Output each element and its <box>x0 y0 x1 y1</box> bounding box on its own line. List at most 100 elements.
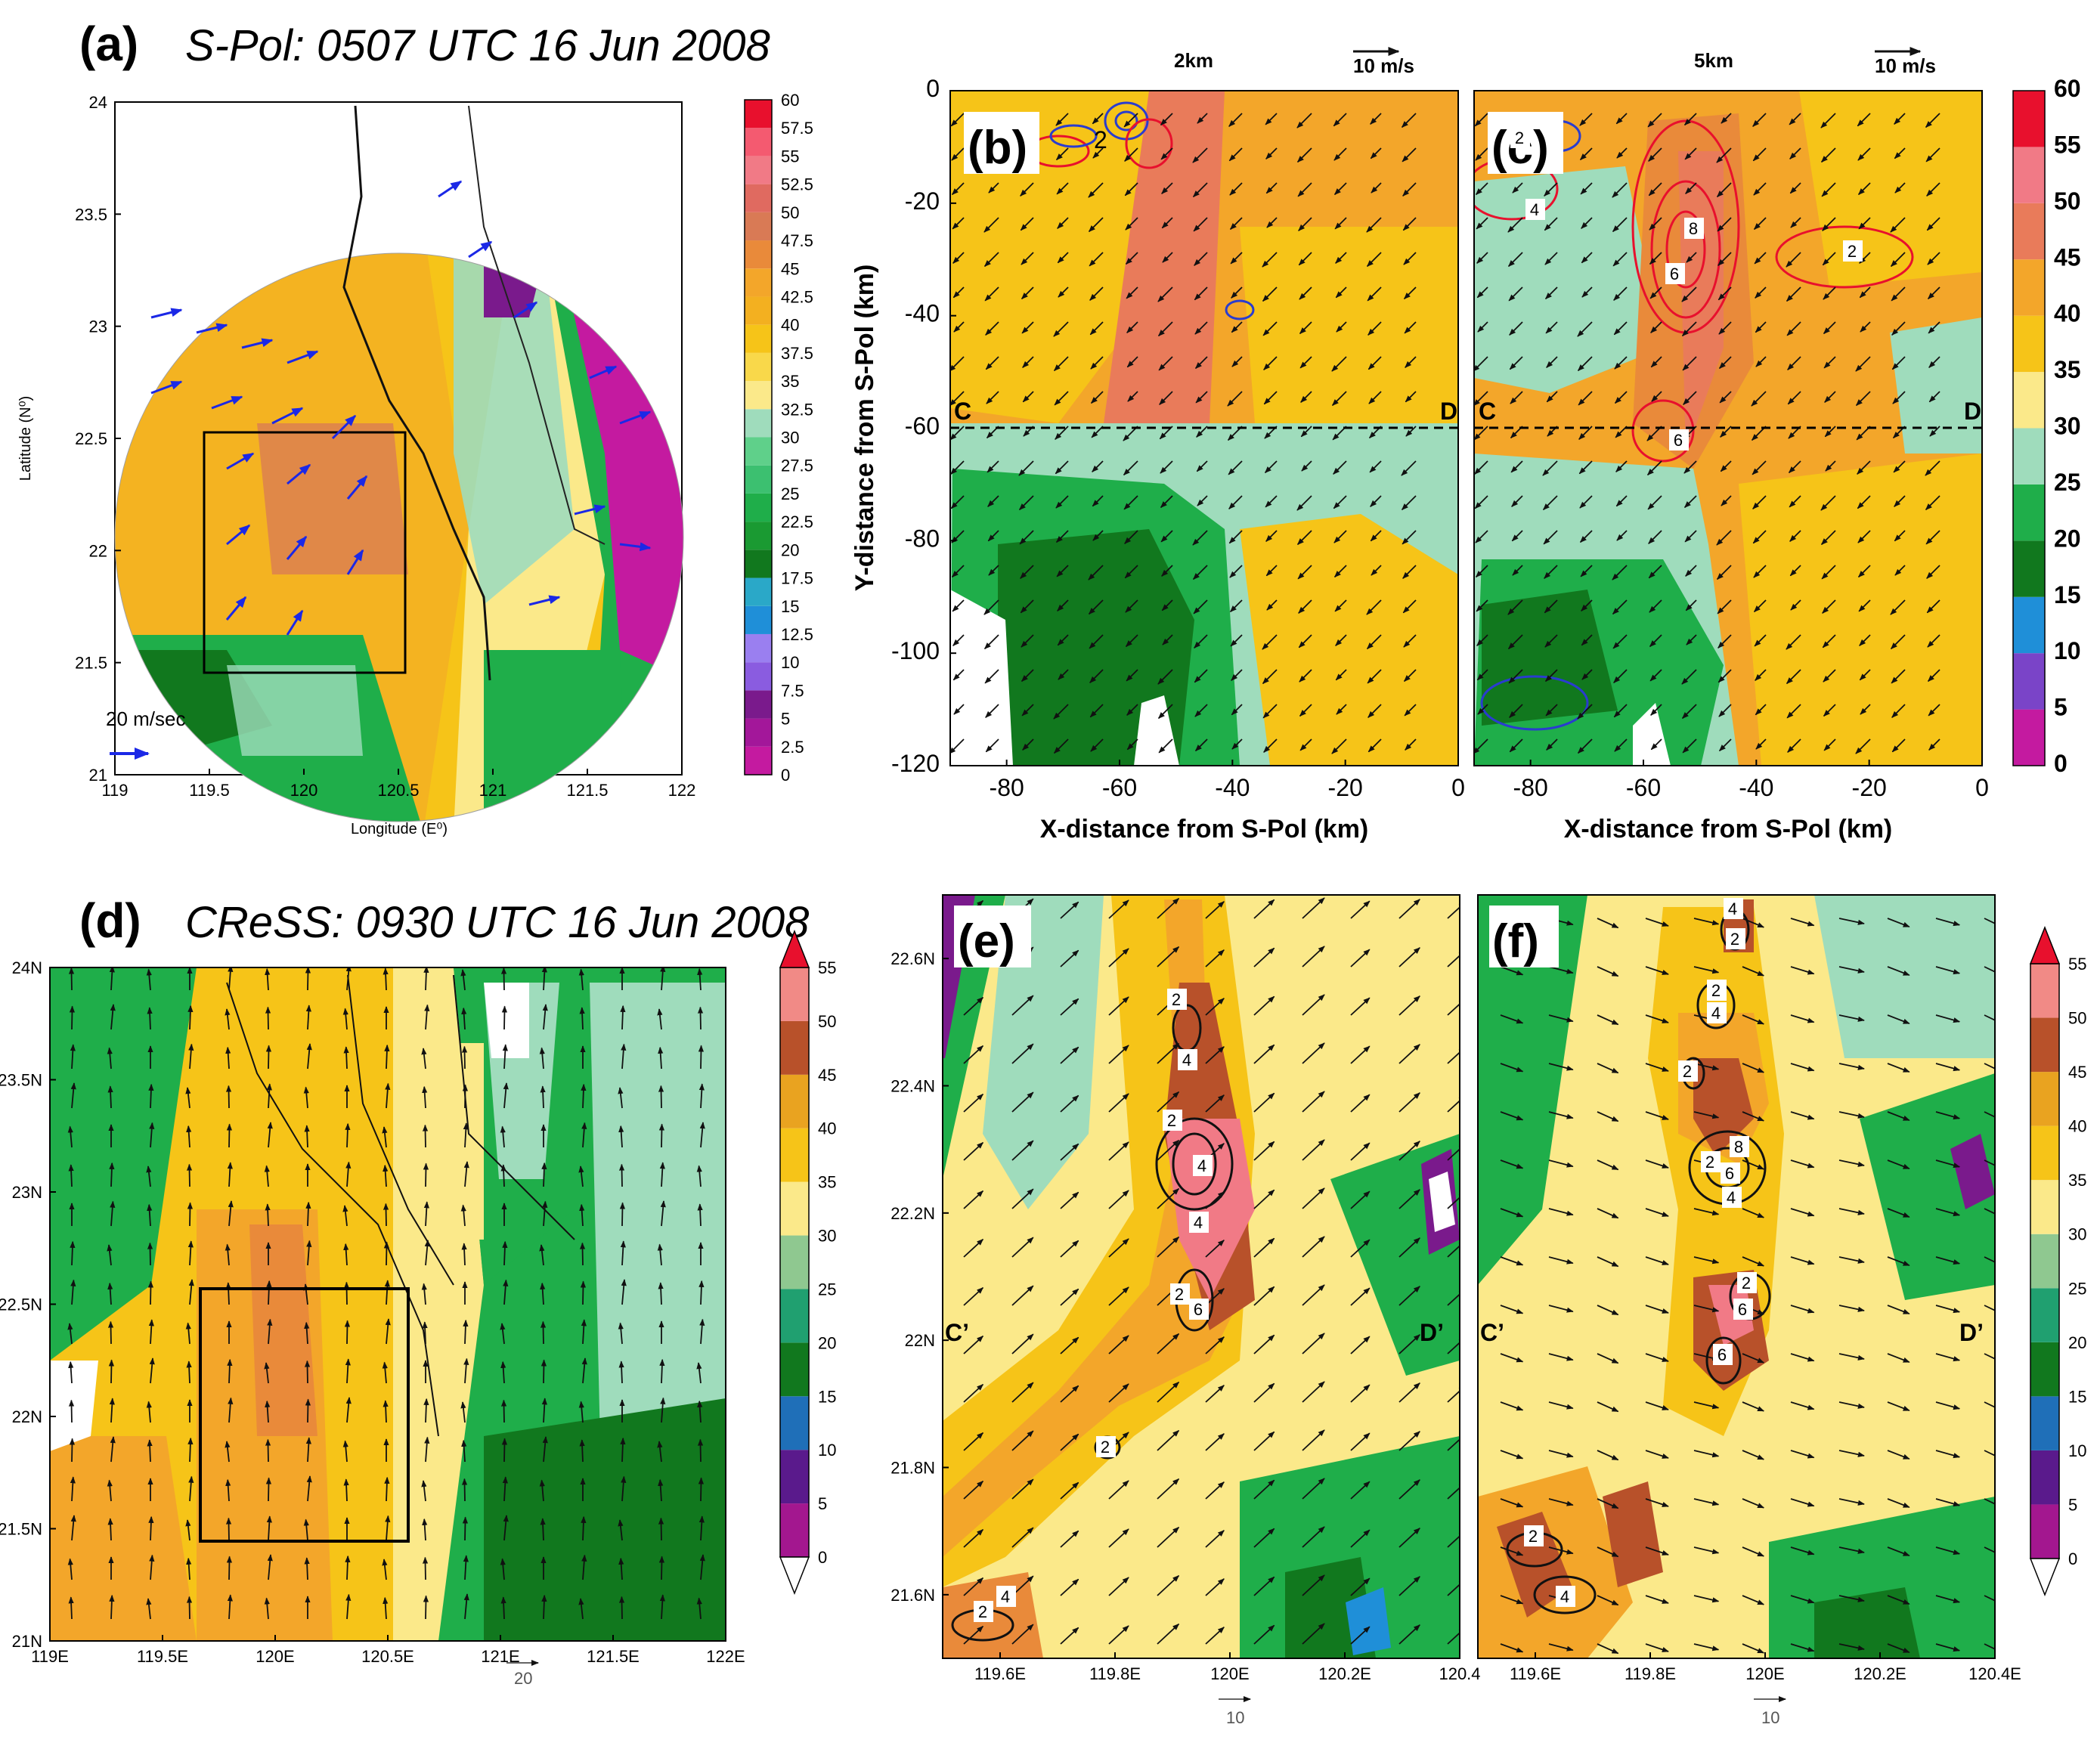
panel-c-wind-arrow <box>1717 599 1732 615</box>
panel-c-wind-arrow <box>1686 634 1697 645</box>
panel-b-wind-arrow <box>1403 669 1417 683</box>
panel-c-colorbar-swatch <box>2013 428 2045 484</box>
panel-e-section-start: C’ <box>945 1319 969 1346</box>
panel-b-wind-arrow <box>1019 530 1034 545</box>
panel-e-wind-arrow <box>1253 899 1275 919</box>
panel-d-wind-arrow <box>697 967 703 991</box>
panel-d-wind-arrow <box>659 1594 665 1620</box>
panel-f-x-tick-label: 120.4E <box>1968 1664 2021 1683</box>
panel-e-wind-arrow <box>963 1432 984 1451</box>
panel-d-wind-arrow <box>345 1161 352 1187</box>
panel-f-wind-arrow <box>1838 1498 1865 1506</box>
panel-e-wind-arrow <box>1253 947 1275 967</box>
panel-b-wind-arrow <box>1297 565 1312 580</box>
panel-e-wind-arrow <box>1157 1333 1180 1354</box>
panel-f-colorbar-label: 30 <box>2068 1225 2086 1244</box>
panel-e-wind-arrow <box>1108 996 1129 1016</box>
panel-d-wind-arrow <box>660 967 666 991</box>
panel-d-wind-arrow <box>618 1361 624 1384</box>
panel-c-wind-arrow <box>1787 391 1801 405</box>
panel-d-wind-arrow <box>618 1557 624 1580</box>
panel-c-wind-arrow <box>1857 460 1871 475</box>
panel-a-colorbar-swatch <box>745 409 772 438</box>
panel-a-colorbar-label: 35 <box>781 372 799 391</box>
panel-d-wind-arrow <box>225 1243 231 1266</box>
panel-c-wind-arrow <box>1475 182 1488 196</box>
panel-e-wind-arrow <box>1157 1091 1180 1113</box>
panel-d-wind-arrow <box>463 1122 469 1148</box>
panel-c-wind-arrow <box>1789 182 1801 194</box>
panel-c-wind-arrow <box>1788 460 1801 474</box>
panel-e-wind-arrow <box>1011 1527 1034 1548</box>
panel-f-wind-arrow <box>1887 1595 1910 1605</box>
panel-c-wind-arrow <box>1857 182 1871 196</box>
panel-e-wind-arrow <box>1011 1430 1034 1451</box>
panel-c-wind-arrow <box>1755 704 1767 716</box>
panel-e-wind-arrow <box>1398 1576 1420 1596</box>
panel-c-wind-arrow <box>1752 530 1767 544</box>
panel-b-wind-arrow <box>1333 460 1347 475</box>
panel-b-x-tick-label: -20 <box>1328 774 1363 801</box>
panel-d-wind-arrow <box>382 1126 388 1148</box>
panel-d-wind-arrow <box>146 1598 152 1620</box>
panel-d-wind-arrow <box>68 1361 74 1384</box>
panel-d-wind-arrow <box>345 1555 351 1580</box>
panel-c-wind-arrow <box>1612 182 1628 198</box>
panel-b-wind-arrow <box>983 634 999 650</box>
panel-c-wind-arrow <box>1754 634 1767 647</box>
panel-e-wind-arrow <box>1447 1337 1460 1354</box>
panel-c-wind-arrow <box>1476 217 1488 230</box>
panel-c-wind-arrow <box>1543 530 1558 545</box>
panel-c-contour-labels: 8 6 4 6 2 2 <box>1510 127 1863 450</box>
panel-f-wind-arrow <box>1548 1546 1574 1555</box>
panel-c-wind-arrow <box>1894 530 1906 542</box>
panel-b-wind-arrow <box>1161 217 1173 229</box>
panel-a-colorbar-swatch <box>745 549 772 578</box>
panel-a-colorbar-swatch <box>745 381 772 410</box>
panel-f-colorbar-label: 35 <box>2068 1171 2086 1190</box>
panel-c-wind-arrow <box>1475 530 1488 543</box>
panel-c-wind-arrow <box>1577 738 1593 754</box>
panel-b-wind-arrow <box>1091 426 1104 438</box>
panel-c-wind-arrow <box>1925 530 1940 545</box>
panel-d-wind-arrow <box>542 1436 548 1463</box>
panel-e-wind-arrow <box>1350 1190 1371 1209</box>
panel-d-wind-arrow <box>462 1084 469 1109</box>
panel-f-wind-arrow <box>1597 1498 1619 1509</box>
panel-c-wind-arrow <box>1823 286 1836 300</box>
panel-c-contour-label: 2 <box>1848 242 1857 261</box>
panel-c-colorbar-swatch <box>2013 147 2045 203</box>
panel-f-colorbar-label: 10 <box>2068 1441 2086 1460</box>
panel-c-wind-arrow <box>1681 286 1697 302</box>
panel-c-wind-arrow <box>1926 182 1940 197</box>
panel-b-wind-arrow <box>1194 704 1208 717</box>
panel-e-wind-arrow <box>1398 1189 1420 1209</box>
panel-c-wind-arrow <box>1613 321 1628 336</box>
panel-d-wind-arrow <box>305 1437 311 1463</box>
panel-c-wind-arrow <box>1650 321 1662 333</box>
panel-d-wind-arrow <box>186 1557 192 1580</box>
panel-b-wind-arrow <box>1262 252 1278 268</box>
panel-b-wind-arrow <box>1021 704 1034 717</box>
panel-a-colorbar-swatch <box>745 633 772 663</box>
panel-c-wind-arrow <box>1753 182 1767 196</box>
panel-f-contour-label: 2 <box>1742 1274 1751 1292</box>
panel-c-wind-arrow <box>1891 321 1906 336</box>
panel-b-wind-arrow <box>1370 495 1382 507</box>
panel-c-contour-label: 4 <box>1530 200 1539 219</box>
panel-d-wind-arrow <box>344 1320 351 1345</box>
panel-c-wind-arrow <box>1786 321 1801 336</box>
panel-c-wind-arrow <box>1579 147 1593 161</box>
panel-f-wind-arrow <box>1790 966 1815 975</box>
panel-b-wind-arrow <box>1371 182 1382 193</box>
panel-d-wind-arrow <box>149 1357 155 1384</box>
panel-b-wind-arrow <box>1021 634 1034 648</box>
panel-b-wind-arrow <box>1195 391 1208 404</box>
panel-f-wind-arrow <box>1645 1256 1669 1265</box>
panel-f-wind-arrow <box>1548 1256 1574 1265</box>
panel-b-wind-arrow <box>1055 460 1069 475</box>
panel-a-x-tick-label: 121 <box>479 781 507 800</box>
panel-e-wind-arrow <box>1447 1144 1460 1161</box>
